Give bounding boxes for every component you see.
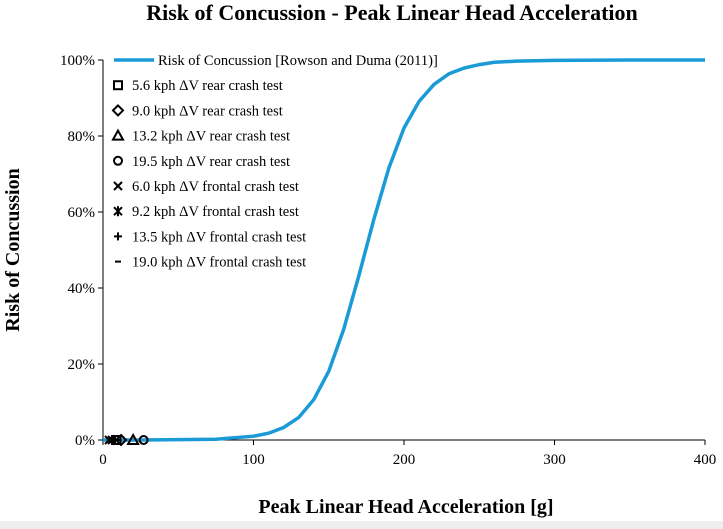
y-tick-label: 40% [68, 281, 96, 297]
legend-label: 5.6 kph ΔV rear crash test [132, 78, 283, 94]
legend-label: 19.0 kph ΔV frontal crash test [132, 255, 306, 271]
y-axis-title: Risk of Concussion [2, 168, 24, 331]
legend-marker-x [113, 181, 123, 191]
y-tick-label: 100% [60, 53, 95, 69]
y-tick-label: 20% [68, 357, 96, 373]
x-tick-label: 0 [99, 452, 107, 468]
x-tick-label: 100 [242, 452, 265, 468]
legend-label: 19.5 kph ΔV rear crash test [132, 154, 290, 170]
y-tick-label: 0% [75, 433, 95, 449]
legend: Risk of Concussion [Rowson and Duma (201… [111, 53, 438, 271]
chart-title: Risk of Concussion - Peak Linear Head Ac… [146, 0, 638, 25]
y-tick-label: 80% [68, 129, 96, 145]
legend-marker-triangle [111, 128, 125, 141]
legend-label: 13.5 kph ΔV frontal crash test [132, 229, 306, 245]
data-point-triangle [126, 432, 140, 445]
legend-marker-plus [114, 232, 122, 241]
risk-curve-line [103, 58, 705, 442]
data-point-diamond [114, 433, 128, 447]
y-tick-label: 60% [68, 205, 96, 221]
bottom-strip [0, 521, 723, 529]
legend-label: 9.2 kph ΔV frontal crash test [132, 204, 299, 220]
data-point-circle [138, 435, 149, 445]
legend-marker-diamond [111, 103, 125, 117]
legend-marker-circle [113, 155, 123, 166]
legend-label: 6.0 kph ΔV frontal crash test [132, 179, 299, 195]
legend-marker-square [113, 80, 123, 91]
x-tick-label: 400 [694, 452, 717, 468]
legend-label: Risk of Concussion [Rowson and Duma (201… [158, 53, 438, 69]
x-tick-label: 300 [543, 452, 566, 468]
x-axis-title: Peak Linear Head Acceleration [g] [258, 496, 553, 518]
legend-label: 13.2 kph ΔV rear crash test [132, 129, 290, 145]
x-tick-label: 200 [393, 452, 416, 468]
legend-label: 9.0 kph ΔV rear crash test [132, 103, 283, 119]
legend-marker-star [113, 206, 123, 217]
